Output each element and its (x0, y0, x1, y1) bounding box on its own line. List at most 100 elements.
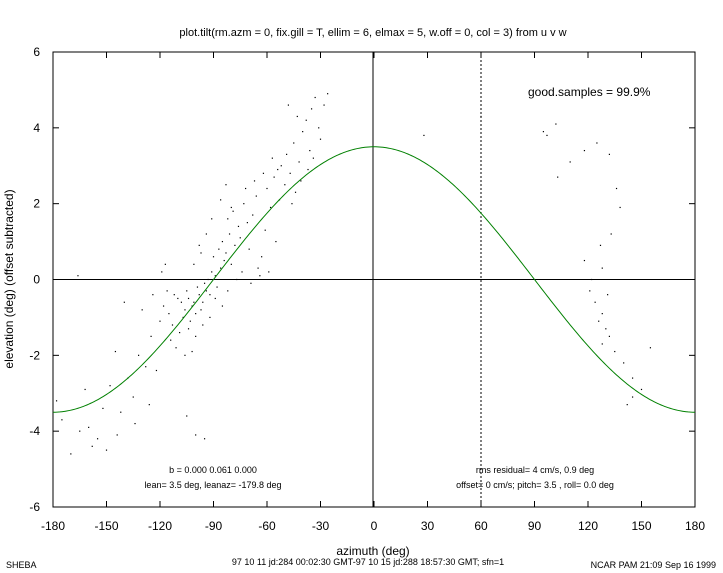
data-point (255, 195, 257, 197)
x-tick-label: 30 (421, 519, 435, 533)
data-point (312, 157, 314, 159)
data-point (200, 309, 202, 311)
data-point (300, 180, 302, 182)
x-tick-label: 150 (631, 519, 651, 533)
data-point (102, 407, 104, 410)
data-point (88, 426, 90, 428)
data-point (323, 104, 325, 106)
data-point (221, 240, 224, 243)
data-point (228, 233, 231, 235)
data-point (241, 271, 243, 273)
data-point (269, 206, 272, 209)
data-point (186, 290, 188, 292)
data-point (246, 222, 248, 224)
data-point (203, 438, 206, 440)
data-point (109, 385, 111, 387)
data-point (318, 127, 320, 129)
data-point (261, 256, 263, 258)
y-tick-label: 0 (33, 273, 40, 287)
data-point (253, 180, 256, 182)
data-point (293, 142, 295, 144)
data-point (314, 96, 316, 99)
data-point (177, 297, 179, 300)
data-point (275, 240, 277, 243)
data-point (134, 422, 136, 425)
data-point (259, 275, 261, 277)
y-tick-label: 6 (33, 45, 40, 59)
data-point (195, 434, 197, 436)
data-point (116, 434, 118, 436)
data-point (171, 324, 174, 326)
data-point (296, 115, 298, 118)
data-point (148, 404, 150, 406)
data-point (631, 396, 634, 398)
data-point (590, 278, 593, 281)
data-point (608, 335, 610, 337)
data-point (640, 388, 643, 391)
data-point (96, 438, 99, 440)
data-point (271, 157, 273, 159)
data-point (619, 206, 621, 209)
data-point (608, 153, 610, 155)
data-point (84, 388, 86, 391)
data-point (601, 313, 603, 315)
data-point (205, 233, 207, 235)
data-point (61, 419, 63, 421)
data-point (189, 320, 191, 322)
data-point (105, 449, 108, 451)
data-point (195, 313, 197, 315)
y-tick-label: 4 (33, 121, 40, 135)
data-point (257, 267, 259, 269)
data-point (191, 305, 193, 307)
data-point (289, 172, 291, 174)
data-point (583, 259, 586, 262)
data-point (250, 282, 252, 284)
footer-center-text: 97 10 11 jd:284 00:02:30 GMT-97 10 15 jd… (232, 557, 504, 567)
data-point (227, 290, 229, 292)
data-point (180, 301, 182, 303)
data-point (286, 153, 288, 155)
chart-title: plot.tilt(rm.azm = 0, fix.gill = T, elli… (179, 27, 566, 39)
data-point (202, 301, 204, 303)
data-point (138, 354, 140, 356)
data-point (555, 123, 557, 125)
data-point (211, 218, 213, 220)
data-point (298, 161, 300, 163)
data-point (557, 176, 559, 178)
data-point (273, 176, 275, 178)
data-point (248, 248, 250, 250)
x-tick-label: 0 (371, 519, 378, 533)
data-point (123, 301, 125, 303)
data-point (245, 187, 247, 190)
data-point (179, 331, 181, 334)
data-point (198, 294, 200, 296)
data-point (216, 286, 218, 288)
data-point (221, 305, 224, 307)
data-point (175, 347, 177, 349)
data-point (114, 350, 117, 353)
data-point (225, 184, 227, 186)
data-point (589, 290, 591, 292)
data-point (187, 328, 190, 330)
data-point (164, 263, 166, 265)
data-point (307, 168, 309, 171)
good-samples-label: good.samples = 99.9% (528, 85, 651, 99)
data-point (614, 350, 616, 353)
data-point (91, 445, 93, 447)
data-point (205, 290, 207, 292)
y-axis-label: elevation (deg) (offset subtracted) (2, 189, 16, 368)
data-point (196, 286, 199, 288)
data-point (623, 362, 625, 364)
y-tick-label: -2 (29, 348, 40, 362)
data-point (191, 350, 193, 353)
x-tick-label: -150 (94, 519, 118, 533)
data-point (198, 244, 200, 246)
x-tick-label: -60 (258, 519, 276, 533)
x-tick-label: 120 (578, 519, 598, 533)
rms-residual-text: rms residual= 4 cm/s, 0.9 deg (476, 465, 594, 475)
data-point (212, 256, 215, 258)
data-point (649, 347, 652, 349)
x-axis-label: azimuth (deg) (336, 544, 409, 558)
data-point (184, 309, 186, 311)
data-point (214, 297, 216, 300)
